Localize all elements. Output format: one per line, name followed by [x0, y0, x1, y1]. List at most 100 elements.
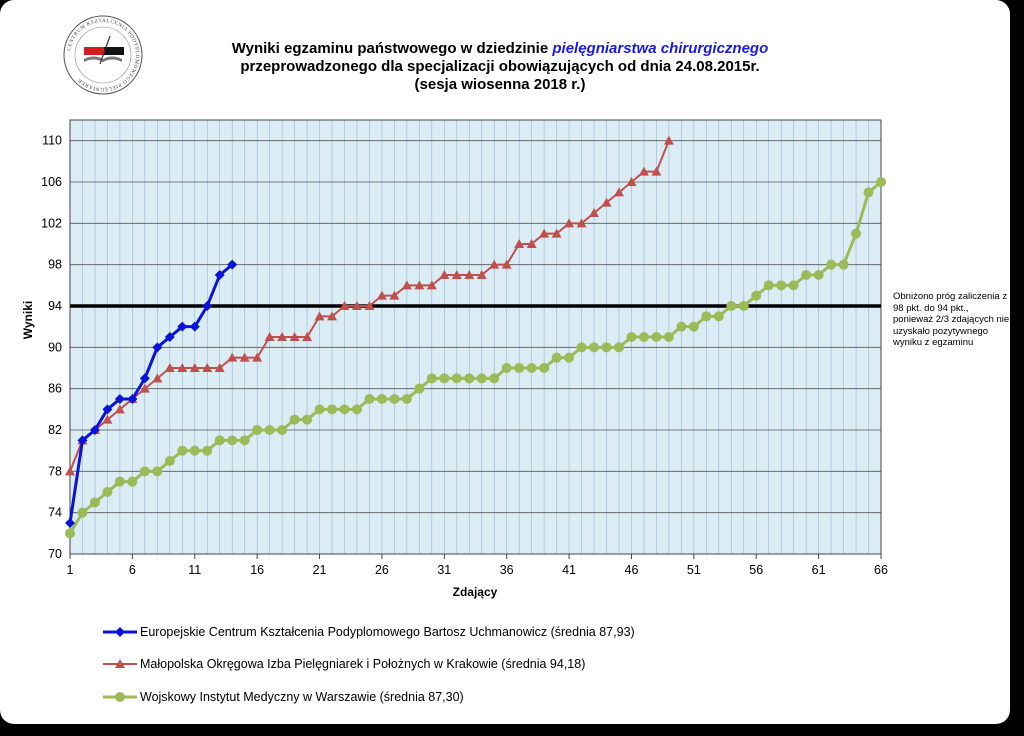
x-tick-label: 1 [67, 563, 74, 577]
data-point-circle [102, 487, 113, 497]
x-tick-label: 61 [812, 563, 826, 577]
y-tick-label: 98 [48, 258, 62, 272]
data-point-circle [726, 301, 737, 311]
data-point-triangle [451, 270, 462, 279]
y-tick-label: 106 [41, 175, 62, 189]
data-point-triangle [264, 332, 275, 341]
x-tick-label: 26 [375, 563, 389, 577]
data-point-triangle [239, 352, 250, 362]
data-point-triangle [364, 301, 375, 310]
data-point-circle [464, 373, 475, 384]
data-point-circle [638, 332, 649, 342]
chart-title-line-3: (sesja wiosenna 2018 r.) [414, 76, 586, 93]
data-point-triangle [514, 239, 525, 248]
data-point-triangle [351, 301, 362, 310]
data-point-circle [738, 301, 749, 311]
data-point-triangle [601, 197, 612, 207]
data-point-triangle [551, 228, 562, 238]
data-point-circle [339, 404, 350, 415]
data-point-circle [214, 435, 225, 446]
data-point-circle [139, 466, 150, 477]
chart-title-emphasis: pielęgniarstwa chirurgicznego [552, 40, 769, 57]
y-tick-label: 86 [48, 382, 62, 396]
data-point-triangle [189, 363, 200, 372]
data-point-diamond [102, 404, 113, 415]
data-point-circle [589, 342, 600, 353]
logo-seal-icon: CENTRUM KSZTAŁCENIA PODYPLOMOWEGO PIELĘG… [63, 15, 143, 95]
data-point-triangle [526, 239, 537, 248]
data-point-circle [788, 280, 799, 291]
data-point-triangle [227, 352, 238, 362]
y-tick-label: 82 [48, 423, 62, 437]
data-point-triangle [501, 259, 512, 269]
data-point-diamond [89, 425, 100, 435]
y-tick-label: 90 [48, 340, 62, 354]
data-point-triangle [489, 259, 500, 269]
data-point-diamond [139, 373, 150, 384]
x-tick-label: 41 [562, 563, 576, 577]
data-point-circle [688, 321, 699, 332]
x-tick-label: 51 [687, 563, 701, 577]
data-point-circle [302, 414, 313, 425]
data-point-circle [152, 466, 163, 477]
data-point-circle [501, 363, 512, 373]
data-point-circle [851, 228, 862, 239]
x-tick-label: 16 [250, 563, 264, 577]
x-tick-label: 31 [437, 563, 451, 577]
legend-marker-diamond-icon [103, 627, 137, 637]
data-point-triangle [638, 166, 649, 176]
data-point-triangle [65, 466, 75, 476]
chart-title-line-1: Wyniki egzaminu państwowego w dziedzinie… [231, 40, 769, 57]
data-point-triangle [464, 270, 475, 279]
data-point-triangle [139, 383, 150, 393]
data-point-circle [401, 394, 412, 404]
data-point-triangle [626, 177, 637, 186]
data-point-circle [713, 311, 724, 322]
data-point-diamond [227, 259, 238, 270]
data-point-diamond [114, 394, 125, 404]
data-point-circle [876, 177, 886, 187]
data-point-circle [289, 414, 300, 425]
data-point-circle [376, 394, 387, 404]
data-point-triangle [389, 290, 400, 300]
data-point-circle [277, 425, 288, 435]
data-point-triangle [327, 311, 338, 321]
data-point-circle [327, 404, 338, 415]
x-tick-label: 66 [874, 563, 888, 577]
data-point-triangle [214, 363, 225, 372]
data-point-diamond [189, 321, 200, 332]
data-point-circle [227, 435, 238, 446]
series-line [68, 263, 234, 524]
data-point-circle [65, 528, 75, 539]
y-tick-label: 110 [42, 134, 62, 148]
x-tick-label: 21 [313, 563, 327, 577]
data-point-circle [264, 425, 275, 435]
data-point-diamond [152, 342, 163, 353]
data-point-circle [202, 445, 213, 456]
data-point-triangle [314, 311, 325, 321]
data-point-circle [114, 476, 125, 487]
plot-border [69, 119, 882, 555]
data-point-triangle [589, 208, 600, 217]
data-point-diamond [202, 301, 213, 311]
data-point-triangle [414, 280, 425, 290]
y-tick-label: 94 [48, 299, 62, 313]
data-point-circle [576, 342, 587, 353]
legend-marker-circle-icon [103, 692, 137, 702]
data-point-triangle [177, 363, 188, 372]
data-point-triangle [302, 332, 313, 341]
y-tick-label: 74 [48, 506, 62, 520]
data-point-circle [364, 394, 375, 404]
x-tick-label: 6 [129, 563, 136, 577]
data-point-circle [189, 445, 200, 456]
data-point-triangle [252, 352, 263, 362]
data-point-circle [451, 373, 462, 384]
y-tick-label: 102 [41, 216, 62, 230]
data-point-triangle [102, 414, 113, 424]
data-point-diamond [164, 332, 175, 342]
x-tick-label: 11 [188, 563, 201, 577]
data-point-circle [476, 373, 487, 384]
x-tick-label: 36 [500, 563, 514, 577]
chart-card: CENTRUM KSZTAŁCENIA PODYPLOMOWEGO PIELĘG… [0, 0, 1010, 724]
